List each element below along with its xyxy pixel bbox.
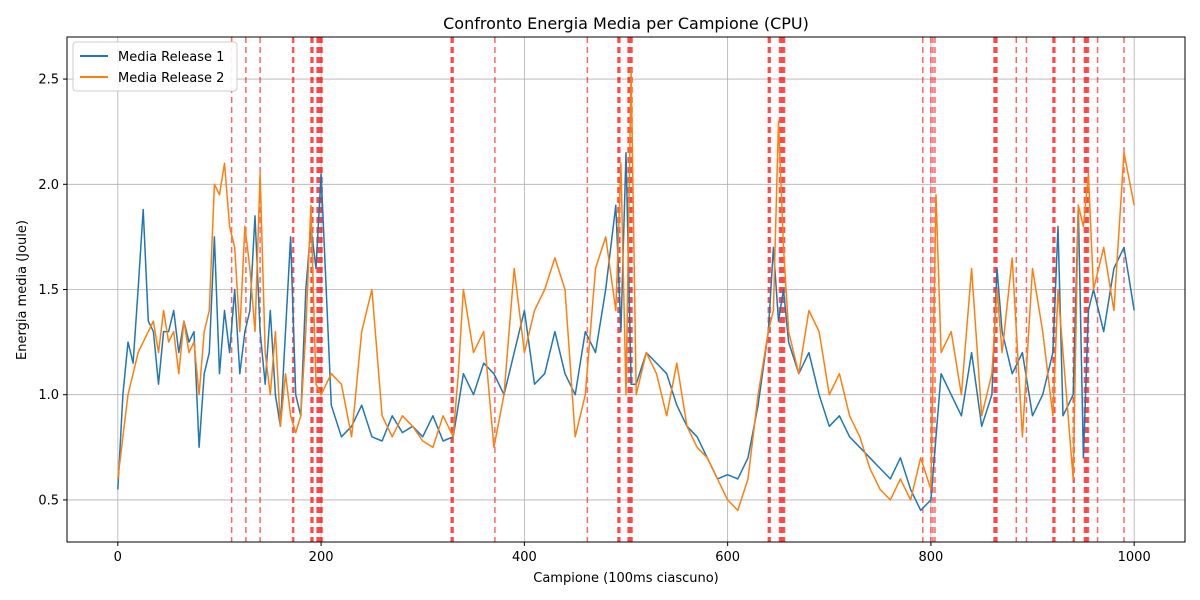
y-tick-label: 2.0 bbox=[38, 178, 59, 193]
y-axis-label: Energia media (Joule) bbox=[15, 220, 30, 360]
y-tick-label: 2.5 bbox=[38, 73, 59, 88]
x-tick-label: 600 bbox=[715, 550, 740, 565]
legend-label-release-1: Media Release 1 bbox=[118, 50, 224, 65]
y-tick-label: 1.0 bbox=[38, 388, 59, 403]
series-line-release-1 bbox=[117, 151, 1135, 512]
series-line-release-2 bbox=[117, 67, 1135, 512]
x-tick-label: 200 bbox=[309, 550, 334, 565]
y-axis-ticks: 0.5 1.0 1.5 2.0 2.5 bbox=[38, 73, 67, 508]
x-tick-label: 800 bbox=[918, 550, 943, 565]
y-tick-label: 0.5 bbox=[38, 493, 59, 508]
chart-title: Confronto Energia Media per Campione (CP… bbox=[443, 14, 809, 33]
x-tick-label: 1000 bbox=[1118, 550, 1151, 565]
x-tick-label: 400 bbox=[512, 550, 537, 565]
vertical-markers bbox=[230, 37, 1125, 542]
x-axis-label: Campione (100ms ciascuno) bbox=[533, 571, 719, 586]
series-group bbox=[117, 67, 1135, 512]
legend: Media Release 1 Media Release 2 bbox=[72, 41, 238, 92]
legend-box bbox=[72, 41, 238, 92]
x-tick-label: 0 bbox=[114, 550, 122, 565]
legend-label-release-2: Media Release 2 bbox=[118, 71, 224, 86]
x-axis-ticks: 0 200 400 600 800 1000 bbox=[114, 542, 1151, 565]
y-tick-label: 1.5 bbox=[38, 283, 59, 298]
